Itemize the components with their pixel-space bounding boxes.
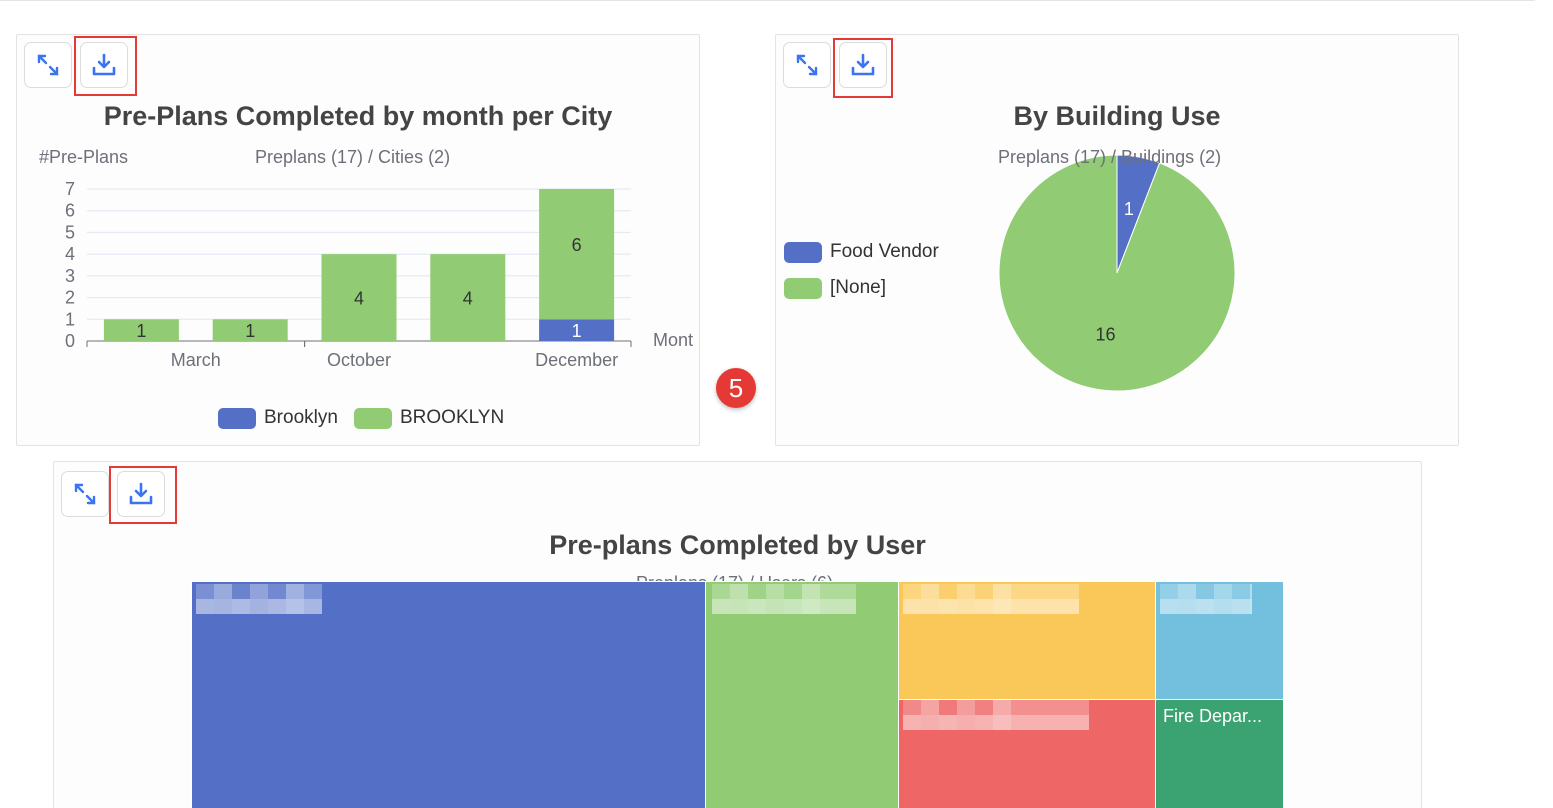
- data-label: 1: [572, 321, 582, 341]
- city-chart-card: Pre-Plans Completed by month per City #P…: [16, 34, 700, 446]
- step-badge: 5: [716, 368, 756, 408]
- treemap-cell-user-4[interactable]: [898, 699, 1156, 808]
- y-tick-label: 4: [65, 244, 75, 264]
- legend-swatch: [354, 407, 392, 429]
- bar-brooklyn-3: [430, 254, 506, 341]
- treemap-cell-user-3[interactable]: [898, 581, 1156, 700]
- y-tick-label: 0: [65, 331, 75, 351]
- chart-subtitle: Preplans (17) / Buildings (2): [998, 147, 1222, 167]
- pie-slice-1: [998, 154, 1236, 392]
- x-tick-label: March: [171, 350, 221, 370]
- redacted-label: [903, 584, 1079, 614]
- treemap-cell-label: Fire Depar...: [1163, 706, 1263, 726]
- expand-arrows-icon: [37, 54, 59, 76]
- expand-arrows-icon: [74, 483, 96, 505]
- legend-swatch: [784, 277, 822, 299]
- expand-arrows-icon: [796, 54, 818, 76]
- treemap-cell-user-2[interactable]: [705, 581, 899, 808]
- legend-label: Brooklyn: [264, 407, 338, 428]
- y-axis-label: #Pre-Plans: [39, 147, 129, 167]
- redacted-label: [196, 584, 322, 614]
- building-chart-card: By Building Use Food Vendor [None] 1 16 P…: [775, 34, 1459, 446]
- x-axis-label: Mont: [653, 330, 693, 350]
- download-button[interactable]: [80, 42, 128, 88]
- redacted-label: [712, 584, 856, 614]
- y-tick-label: 6: [65, 201, 75, 221]
- legend-label: [None]: [830, 277, 886, 298]
- download-icon: [92, 53, 116, 76]
- redacted-label: [1160, 584, 1252, 614]
- y-tick-label: 5: [65, 222, 75, 242]
- y-tick-label: 7: [65, 179, 75, 199]
- pie-slice-label: 1: [1124, 199, 1134, 219]
- expand-button[interactable]: [24, 42, 72, 88]
- treemap-cell-user-1[interactable]: [191, 581, 706, 808]
- bar-brooklyn-0: [103, 319, 179, 341]
- download-icon: [851, 53, 875, 76]
- data-label: 6: [572, 235, 582, 255]
- legend-swatch: [218, 407, 256, 429]
- download-button[interactable]: [117, 471, 165, 517]
- y-tick-label: 1: [65, 309, 75, 329]
- legend-label: Food Vendor: [830, 241, 939, 262]
- legend-item-brooklyn-upper[interactable]: BROOKLYN: [354, 407, 504, 429]
- y-tick-label: 2: [65, 288, 75, 308]
- data-label: 4: [354, 289, 364, 309]
- chart-title: Pre-plans Completed by User: [549, 530, 926, 560]
- download-icon: [129, 482, 153, 505]
- x-tick-label: October: [327, 350, 391, 370]
- legend-label: BROOKLYN: [400, 407, 505, 428]
- data-label: 1: [245, 321, 255, 341]
- chart-title: Pre-Plans Completed by month per City: [103, 101, 613, 131]
- data-label: 4: [463, 289, 473, 309]
- top-panel-edge: [0, 0, 1537, 1]
- legend-item-brooklyn[interactable]: Brooklyn: [218, 407, 338, 429]
- pie-chart: 1 16: [998, 154, 1236, 392]
- chart-title: By Building Use: [1013, 101, 1221, 131]
- treemap-cell-user-6[interactable]: Fire Depar...: [1155, 699, 1284, 808]
- expand-button[interactable]: [783, 42, 831, 88]
- legend-swatch: [784, 241, 822, 263]
- redacted-label: [903, 700, 1089, 730]
- bar-brooklyn-2: [321, 254, 397, 341]
- bar-brooklyn-1: [212, 319, 288, 341]
- download-button[interactable]: [839, 42, 887, 88]
- legend-item-food-vendor[interactable]: Food Vendor: [784, 241, 939, 263]
- bar-brooklyn-4: [539, 319, 615, 341]
- y-tick-label: 3: [65, 266, 75, 286]
- treemap-cell-user-5[interactable]: [1155, 581, 1284, 700]
- expand-button[interactable]: [61, 471, 109, 517]
- pie-slice-label: 16: [1095, 324, 1115, 344]
- user-chart-card: Pre-plans Completed by User Preplans (17…: [53, 461, 1422, 808]
- chart-subtitle: Preplans (17) / Cities (2): [255, 147, 451, 167]
- x-tick-label: December: [535, 350, 618, 370]
- legend-item-none[interactable]: [None]: [784, 277, 886, 299]
- data-label: 1: [136, 321, 146, 341]
- bar-brooklyn-4: [539, 189, 615, 320]
